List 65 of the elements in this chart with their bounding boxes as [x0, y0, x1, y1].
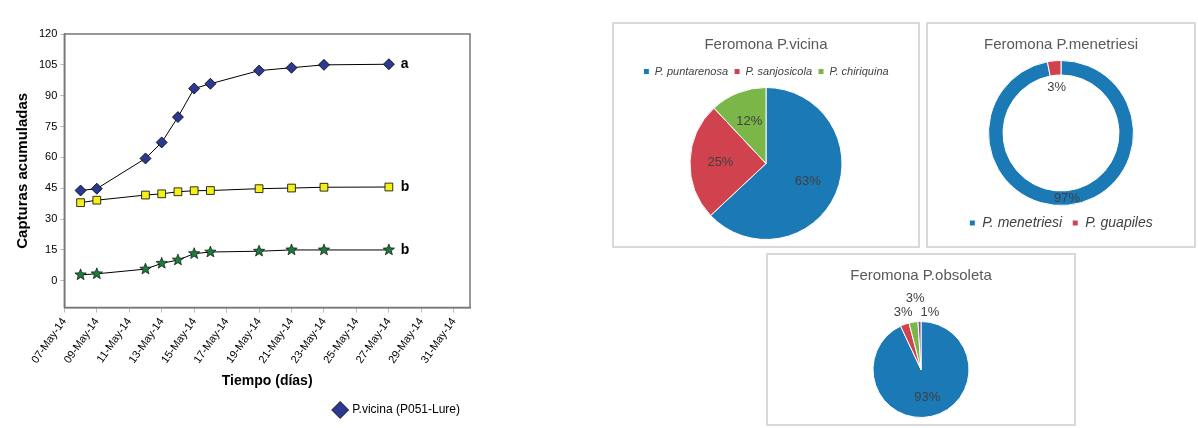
point [253, 244, 266, 257]
y-tick-label: 15 [45, 243, 58, 255]
point [90, 182, 103, 195]
point [92, 195, 102, 205]
y-tick-label: 45 [45, 181, 58, 194]
point [285, 243, 298, 256]
point [318, 58, 330, 71]
point [253, 64, 265, 77]
point [317, 243, 330, 256]
point [285, 61, 298, 74]
legend-label: P. menetriesi [982, 213, 1064, 230]
x-axis-title: Tiempo (días) [221, 372, 313, 389]
point [76, 198, 85, 207]
data-label: 12% [736, 112, 763, 128]
data-label: 1% [920, 304, 940, 320]
annotation: a [400, 55, 409, 72]
point [139, 152, 152, 165]
y-tick-label: 120 [38, 27, 58, 40]
point [189, 186, 199, 196]
point [188, 82, 201, 95]
point [157, 189, 166, 199]
data-label: 97% [1054, 189, 1081, 205]
point [141, 190, 150, 200]
legend-label: P. chiriquina [829, 64, 889, 77]
point [204, 245, 217, 258]
data-label: 63% [794, 173, 822, 189]
legend-label: P. sanjosicola [745, 64, 813, 77]
point [74, 184, 87, 197]
point [384, 182, 394, 192]
data-label: 93% [914, 389, 941, 405]
data-label: 3% [905, 290, 925, 306]
point [254, 184, 264, 193]
point [90, 267, 103, 279]
annotation: b [400, 177, 410, 194]
point [287, 183, 296, 193]
point [382, 58, 395, 71]
y-tick-label: 0 [51, 273, 58, 286]
legend-label: P. guapiles [1085, 213, 1153, 230]
point [139, 262, 152, 275]
point [172, 111, 184, 123]
annotation: b [400, 240, 410, 257]
y-tick-label: 60 [45, 150, 58, 163]
chart-title: Feromona P.menetriesi [984, 35, 1138, 53]
y-tick-label: 30 [45, 212, 58, 225]
chart-title: Feromona P.obsoleta [850, 266, 993, 284]
y-axis-title: Capturas acumuladas [13, 92, 31, 249]
legend-label: P.vicina (P051-Lure) [352, 402, 461, 417]
point [173, 187, 183, 197]
point [171, 253, 184, 266]
point [188, 247, 201, 259]
y-tick-label: 105 [38, 57, 58, 70]
point [319, 182, 329, 192]
point [382, 243, 395, 256]
point [204, 77, 217, 90]
data-label: 25% [707, 153, 734, 169]
data-label: 3% [893, 304, 913, 320]
y-tick-label: 75 [45, 119, 58, 132]
chart-title: Feromona P.vicina [704, 35, 829, 53]
point [74, 268, 87, 281]
y-tick-label: 90 [45, 88, 58, 101]
point [155, 257, 168, 269]
data-label: 3% [1047, 78, 1067, 94]
legend-label: P. puntarenosa [654, 64, 729, 77]
point [206, 186, 215, 195]
point [155, 136, 168, 149]
